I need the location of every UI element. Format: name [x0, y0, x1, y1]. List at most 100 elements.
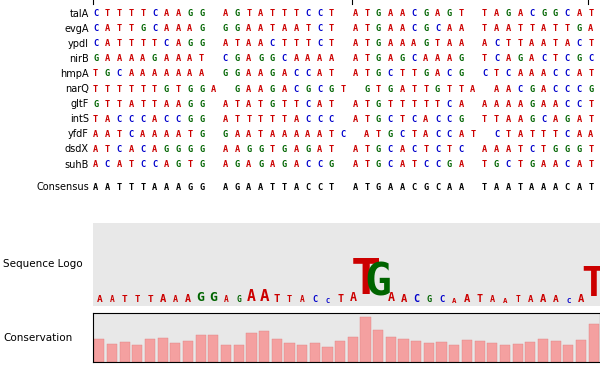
Text: T: T [93, 69, 98, 79]
Text: A: A [553, 160, 558, 169]
Text: T: T [588, 183, 593, 192]
Text: A: A [412, 39, 416, 48]
Text: T: T [582, 265, 600, 304]
Text: T: T [517, 183, 523, 192]
Text: A: A [588, 24, 593, 33]
Text: A: A [187, 24, 193, 33]
Text: A: A [506, 100, 511, 109]
Text: A: A [187, 55, 193, 63]
Text: C: C [164, 115, 169, 124]
Text: A: A [187, 69, 193, 79]
Text: T: T [412, 100, 416, 109]
Text: T: T [199, 55, 205, 63]
Text: G: G [541, 9, 546, 18]
Text: A: A [553, 183, 558, 192]
Text: A: A [293, 183, 299, 192]
Text: C: C [305, 183, 310, 192]
Text: A: A [152, 115, 157, 124]
Text: C: C [439, 295, 444, 304]
Text: C: C [152, 160, 157, 169]
Text: A: A [160, 295, 166, 304]
Text: C: C [529, 9, 535, 18]
Text: C: C [305, 100, 310, 109]
Text: C: C [116, 145, 122, 154]
Text: nirB: nirB [69, 54, 89, 64]
Text: G: G [577, 24, 581, 33]
Text: T: T [128, 39, 134, 48]
Text: G: G [458, 115, 464, 124]
Text: A: A [400, 160, 405, 169]
Text: yfdF: yfdF [68, 129, 89, 139]
Text: G: G [281, 160, 287, 169]
Text: A: A [517, 130, 523, 139]
Text: C: C [164, 39, 169, 48]
Text: C: C [494, 39, 499, 48]
Text: C: C [435, 183, 440, 192]
Text: A: A [400, 9, 405, 18]
Text: G: G [423, 39, 428, 48]
Text: A: A [164, 55, 169, 63]
Text: C: C [494, 130, 499, 139]
Text: T: T [458, 85, 464, 93]
Text: T: T [176, 85, 181, 93]
Text: A: A [506, 55, 511, 63]
Text: T: T [122, 295, 128, 304]
Text: A: A [176, 55, 181, 63]
Text: G: G [199, 183, 205, 192]
Text: A: A [529, 183, 535, 192]
Text: T: T [105, 100, 110, 109]
Text: T: T [400, 115, 405, 124]
Text: A: A [388, 9, 393, 18]
Text: T: T [588, 115, 593, 124]
Text: T: T [350, 256, 380, 304]
Text: T: T [270, 24, 275, 33]
Text: G: G [152, 55, 157, 63]
Text: A: A [128, 145, 134, 154]
Text: T: T [281, 39, 287, 48]
Text: T: T [447, 85, 452, 93]
Text: T: T [412, 69, 416, 79]
Text: C: C [116, 69, 122, 79]
Text: C: C [565, 9, 570, 18]
Text: T: T [152, 100, 157, 109]
Text: G: G [376, 100, 381, 109]
Bar [373, 329, 383, 362]
Text: A: A [364, 130, 370, 139]
Text: G: G [223, 130, 228, 139]
Text: A: A [588, 130, 593, 139]
Text: T: T [293, 9, 299, 18]
Text: T: T [541, 130, 546, 139]
Text: T: T [515, 295, 520, 304]
Text: G: G [258, 145, 263, 154]
Text: C: C [176, 115, 181, 124]
Text: A: A [223, 9, 228, 18]
Text: A: A [388, 39, 393, 48]
Text: A: A [527, 295, 533, 304]
Text: A: A [352, 24, 358, 33]
Text: A: A [482, 100, 487, 109]
Text: T: T [116, 39, 122, 48]
Text: A: A [503, 298, 507, 304]
Text: C: C [400, 130, 405, 139]
Text: C: C [541, 55, 546, 63]
Text: A: A [176, 183, 181, 192]
Text: G: G [364, 85, 370, 93]
Text: T: T [494, 115, 499, 124]
Text: A: A [140, 55, 145, 63]
Text: T: T [305, 39, 310, 48]
Text: A: A [577, 69, 581, 79]
Text: G: G [376, 160, 381, 169]
Text: A: A [173, 295, 178, 304]
Text: T: T [116, 183, 122, 192]
Bar [398, 339, 409, 362]
Text: C: C [152, 9, 157, 18]
Text: T: T [140, 183, 145, 192]
Text: A: A [176, 39, 181, 48]
Text: T: T [329, 100, 334, 109]
Text: T: T [140, 100, 145, 109]
Text: G: G [423, 69, 428, 79]
Text: A: A [494, 24, 499, 33]
Text: A: A [577, 183, 581, 192]
Text: C: C [388, 69, 393, 79]
Text: C: C [128, 115, 134, 124]
